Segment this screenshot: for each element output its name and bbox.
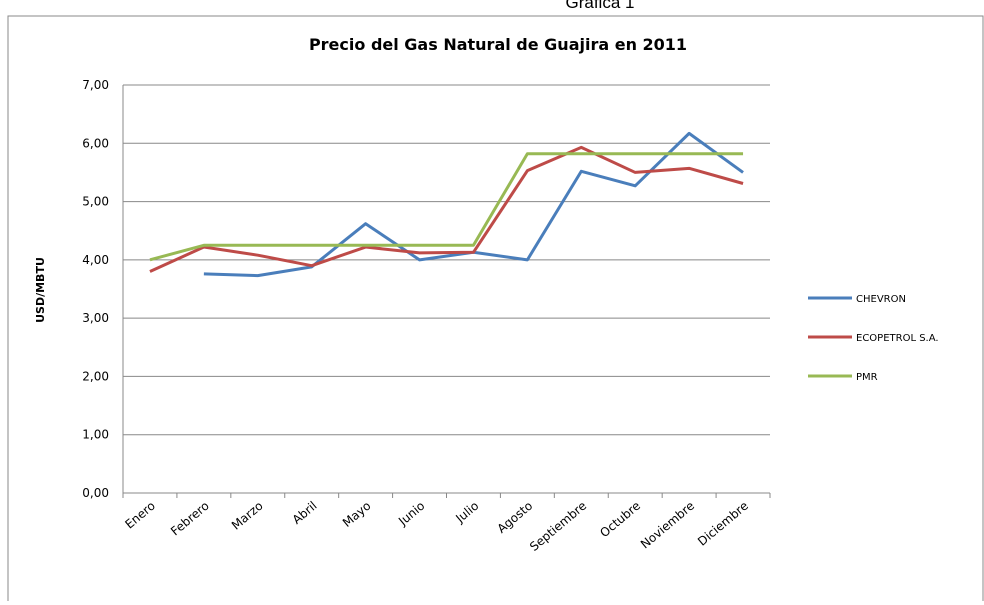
legend-label: CHEVRON [856, 294, 906, 305]
y-tick-label: 6,00 [82, 136, 109, 150]
y-tick-label: 1,00 [82, 428, 109, 442]
y-tick-label: 2,00 [82, 369, 109, 383]
legend-label: PMR [856, 372, 878, 383]
y-tick-label: 0,00 [82, 486, 109, 500]
legend-label: ECOPETROL S.A. [856, 333, 939, 344]
series-line [149, 145, 744, 273]
caption: Gráfica 1 [566, 0, 635, 12]
chart-border [7, 15, 984, 605]
y-axis-label: USD/MBTU [34, 257, 47, 323]
chart-title: Precio del Gas Natural de Guajira en 201… [309, 35, 687, 54]
series-line [149, 152, 744, 262]
y-tick-label: 3,00 [82, 311, 109, 325]
y-tick-label: 5,00 [82, 195, 109, 209]
y-tick-label: 7,00 [82, 78, 109, 92]
y-tick-label: 4,00 [82, 253, 109, 267]
